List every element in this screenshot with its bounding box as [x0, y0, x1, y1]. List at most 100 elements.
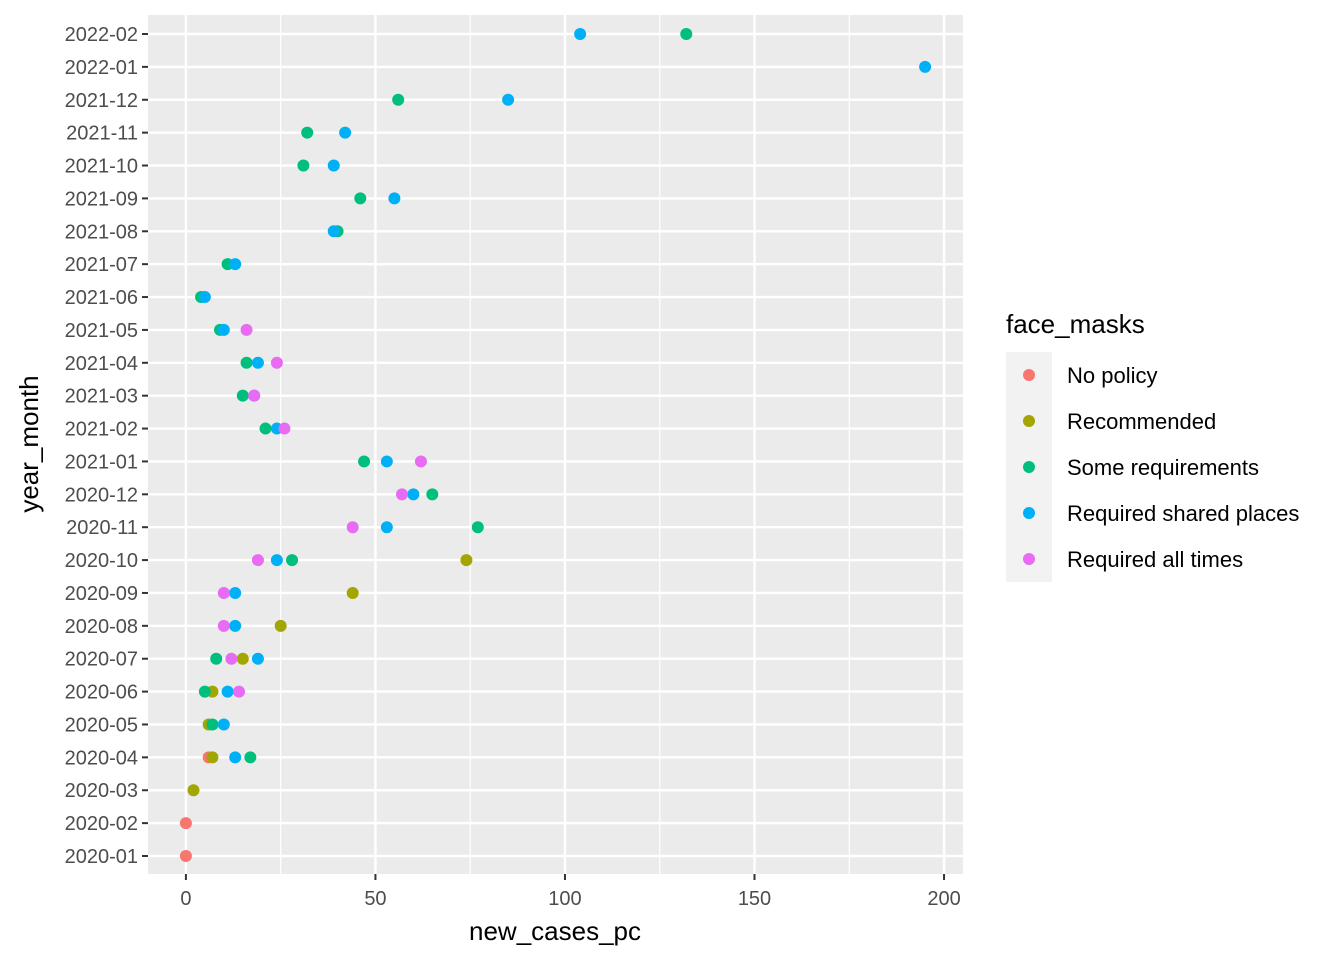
data-point [270, 356, 283, 369]
data-point [236, 389, 249, 402]
legend-key [1023, 507, 1035, 519]
y-axis-ticks: 2020-01 2020-02 2020-03 2020-04 2020-05 2020-… [65, 24, 148, 868]
data-point [259, 422, 272, 435]
legend-items: No policy Recommended Some requirements Req… [1023, 363, 1299, 572]
data-point [395, 488, 408, 501]
data-point [236, 652, 249, 665]
data-point [297, 159, 310, 172]
data-point [426, 488, 439, 501]
data-points [179, 28, 932, 862]
x-tick-label: 100 [548, 888, 581, 910]
y-tick-label: 2020-04 [65, 747, 138, 769]
data-point [251, 356, 264, 369]
data-point [187, 784, 200, 797]
y-tick-label: 2021-09 [65, 188, 138, 210]
data-point [217, 323, 230, 336]
y-tick-label: 2022-01 [65, 57, 138, 79]
data-point [392, 93, 405, 106]
data-point [217, 619, 230, 632]
data-point [229, 258, 242, 271]
grid-lines [148, 15, 963, 874]
legend-key [1023, 461, 1035, 473]
data-point [217, 586, 230, 599]
legend-label: Recommended [1067, 409, 1216, 434]
y-tick-label: 2021-12 [65, 90, 138, 112]
y-tick-label: 2020-03 [65, 780, 138, 802]
data-point [380, 455, 393, 468]
data-point [217, 718, 230, 731]
data-point [240, 323, 253, 336]
y-axis-title: year_month [14, 375, 44, 512]
data-point [248, 389, 261, 402]
data-point [339, 126, 352, 139]
data-point [229, 619, 242, 632]
data-point [460, 554, 473, 567]
x-tick-label: 200 [927, 888, 960, 910]
data-point [680, 28, 693, 40]
legend-title: face_masks [1006, 309, 1145, 339]
x-axis-title: new_cases_pc [469, 916, 641, 946]
data-point [179, 817, 192, 830]
data-point [251, 652, 264, 665]
y-tick-label: 2021-03 [65, 386, 138, 408]
data-point [327, 159, 340, 172]
x-tick-label: 0 [180, 888, 191, 910]
legend-key [1023, 369, 1035, 381]
data-point [346, 586, 359, 599]
data-point [206, 718, 219, 731]
legend-label: Required all times [1067, 547, 1243, 572]
data-point [354, 192, 367, 205]
data-point [278, 422, 291, 435]
legend: face_masks No policy Recommended Some requ… [1006, 309, 1299, 582]
data-point [270, 554, 283, 567]
data-point [919, 60, 932, 73]
data-point [210, 652, 223, 665]
y-tick-label: 2020-06 [65, 682, 138, 704]
y-tick-label: 2021-02 [65, 419, 138, 441]
y-tick-label: 2021-01 [65, 451, 138, 473]
data-point [327, 225, 340, 238]
data-point [229, 586, 242, 599]
data-point [407, 488, 420, 501]
data-point [232, 685, 245, 698]
y-tick-label: 2021-07 [65, 254, 138, 276]
data-point [274, 619, 287, 632]
y-tick-label: 2020-11 [66, 517, 138, 539]
y-tick-label: 2021-11 [66, 123, 138, 145]
data-point [229, 751, 242, 764]
legend-key [1023, 553, 1035, 565]
data-point [388, 192, 401, 205]
data-point [179, 850, 192, 862]
y-tick-label: 2020-12 [65, 484, 138, 506]
y-tick-label: 2020-05 [65, 714, 138, 736]
data-point [301, 126, 314, 139]
y-tick-label: 2020-08 [65, 616, 138, 638]
data-point [502, 93, 515, 106]
data-point [244, 751, 257, 764]
data-point [346, 521, 359, 534]
data-point [198, 291, 211, 304]
legend-label: Some requirements [1067, 455, 1259, 480]
y-tick-label: 2020-01 [65, 846, 138, 868]
data-point [471, 521, 484, 534]
data-point [380, 521, 393, 534]
data-point [206, 751, 219, 764]
x-tick-label: 150 [738, 888, 771, 910]
data-point [221, 685, 234, 698]
legend-label: Required shared places [1067, 501, 1299, 526]
y-tick-label: 2021-04 [65, 353, 138, 375]
y-tick-label: 2021-10 [65, 156, 138, 178]
x-axis-ticks: 0 50 100 150 200 [180, 874, 961, 910]
data-point [414, 455, 427, 468]
x-tick-label: 50 [364, 888, 386, 910]
y-tick-label: 2020-07 [65, 649, 138, 671]
data-point [251, 554, 264, 567]
data-point [574, 28, 587, 40]
y-tick-label: 2020-09 [65, 583, 138, 605]
data-point [358, 455, 371, 468]
panel-background [148, 15, 963, 874]
y-tick-label: 2020-10 [65, 550, 138, 572]
legend-key [1023, 415, 1035, 427]
y-tick-label: 2021-06 [65, 287, 138, 309]
